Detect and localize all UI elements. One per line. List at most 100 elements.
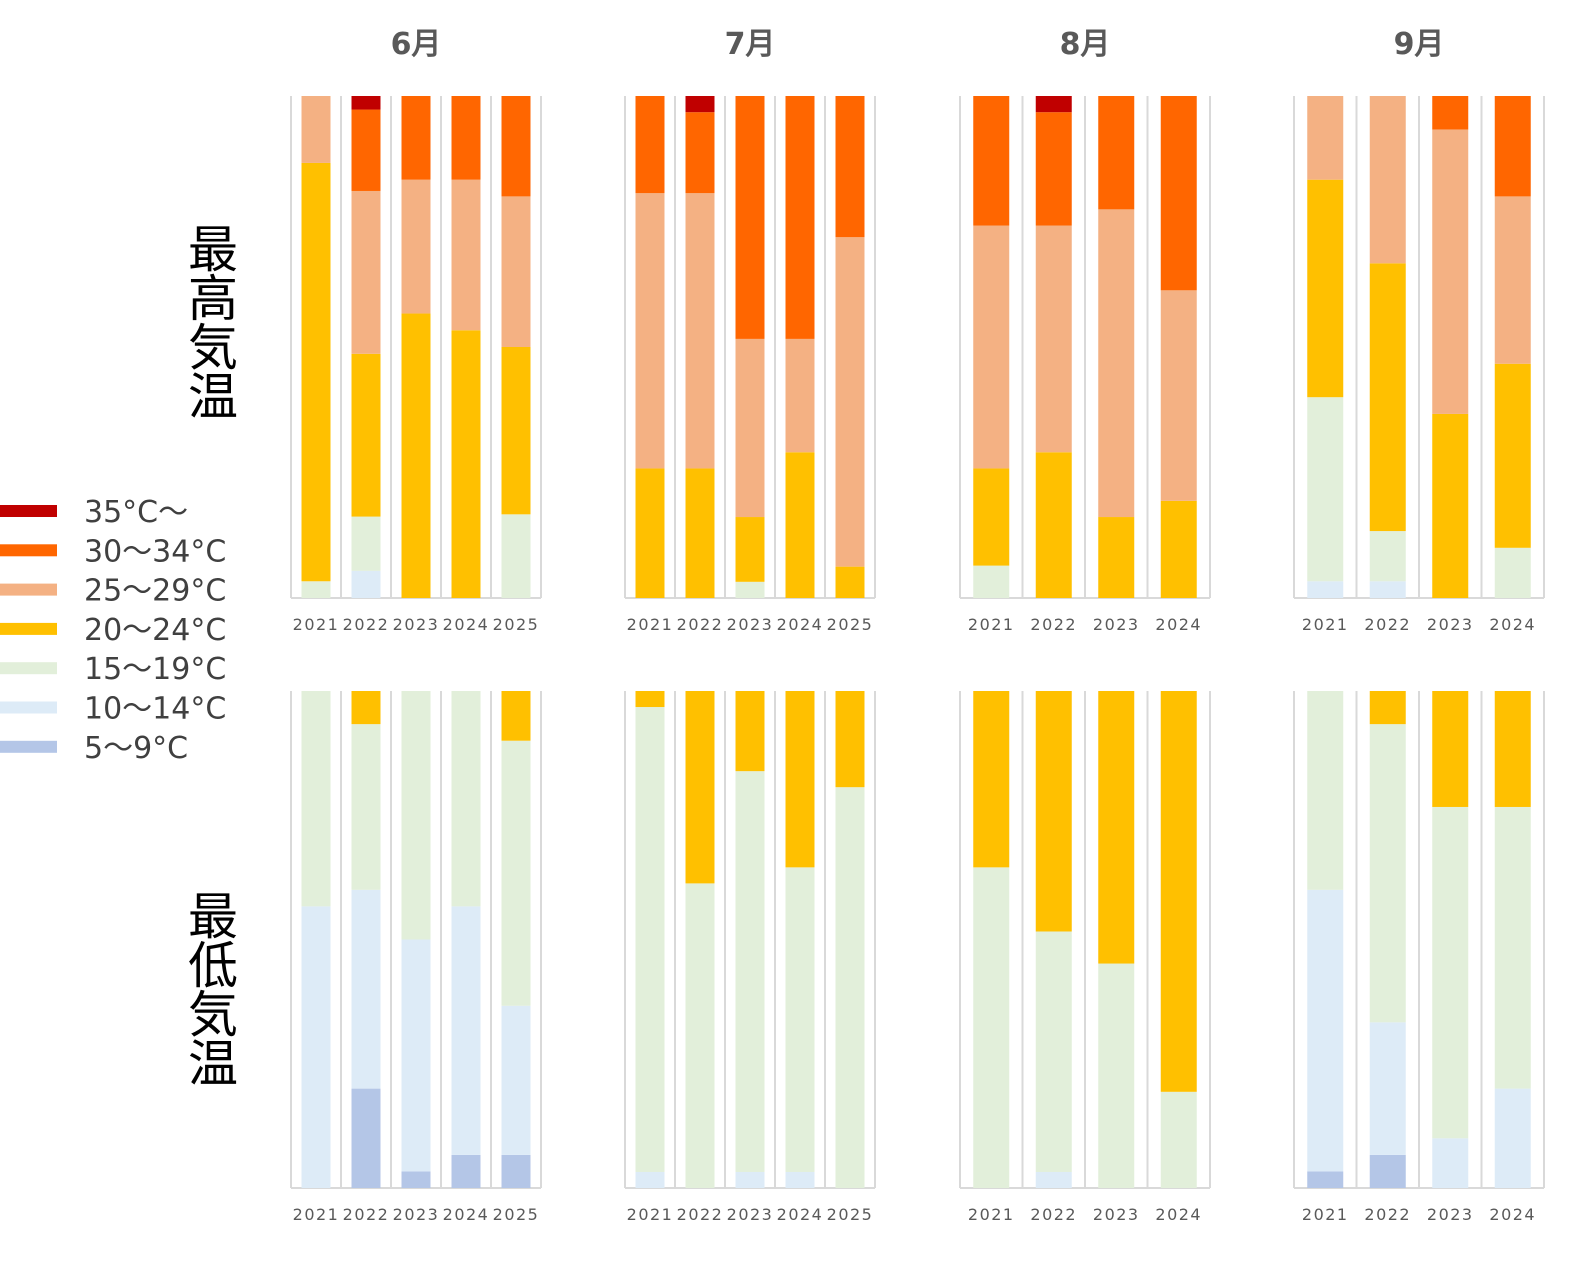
legend-swatch bbox=[0, 544, 57, 557]
bar-segment-2023-3 bbox=[1432, 691, 1469, 807]
bar-segment-2022-5 bbox=[351, 570, 381, 598]
bar-segment-2022-0 bbox=[1035, 96, 1072, 113]
x-tick-label: 2023 bbox=[393, 1205, 440, 1224]
bar-segment-2024-3 bbox=[1160, 500, 1197, 598]
bar-segment-2023-5 bbox=[735, 1171, 765, 1188]
legend-label: 30〜34°C bbox=[84, 534, 226, 569]
bar-segment-2022-3 bbox=[685, 691, 715, 884]
bar-segment-2024-2 bbox=[1160, 290, 1197, 501]
bar-segment-2023-2 bbox=[1432, 129, 1469, 414]
x-tick-label: 2021 bbox=[968, 615, 1015, 634]
x-tick-label: 2023 bbox=[1093, 615, 1140, 634]
bar-segment-2022-4 bbox=[351, 516, 381, 571]
bar-segment-2021-5 bbox=[1307, 581, 1344, 598]
bar-segment-2021-3 bbox=[973, 691, 1010, 868]
bar-segment-2024-2 bbox=[1494, 196, 1531, 364]
bar-segment-2024-3 bbox=[1160, 691, 1197, 1092]
bar-segment-2024-3 bbox=[785, 452, 815, 598]
bar-segment-2024-3 bbox=[1494, 363, 1531, 548]
bar-segment-2021-2 bbox=[973, 225, 1010, 469]
bar-segment-2024-4 bbox=[1160, 1091, 1197, 1188]
legend-label: 25〜29°C bbox=[84, 574, 226, 609]
x-tick-label: 2021 bbox=[627, 615, 674, 634]
bar-segment-2024-1 bbox=[785, 96, 815, 339]
bar-segment-2024-5 bbox=[451, 906, 481, 1155]
bar-segment-2023-1 bbox=[735, 96, 765, 339]
svg-text:最高気温: 最高気温 bbox=[188, 221, 238, 426]
legend-swatch bbox=[0, 701, 57, 714]
legend-swatch bbox=[0, 583, 57, 596]
bar-segment-2022-2 bbox=[1035, 225, 1072, 453]
bar-segment-2023-3 bbox=[735, 691, 765, 772]
bar-segment-2024-4 bbox=[1494, 806, 1531, 1089]
bar-segment-2023-2 bbox=[1098, 209, 1135, 518]
bar-segment-2022-4 bbox=[1035, 931, 1072, 1172]
bar-segment-2021-4 bbox=[973, 565, 1010, 598]
x-tick-label: 2024 bbox=[443, 1205, 490, 1224]
bar-segment-2024-3 bbox=[1494, 691, 1531, 807]
bar-segment-2023-6 bbox=[401, 1171, 431, 1188]
bar-segment-2021-2 bbox=[1307, 96, 1344, 180]
x-tick-label: 2024 bbox=[1155, 1205, 1202, 1224]
bar-segment-2024-5 bbox=[1494, 1088, 1531, 1188]
bar-segment-2025-3 bbox=[835, 691, 865, 788]
svg-text:最低気温: 最低気温 bbox=[188, 888, 238, 1093]
bar-segment-2021-5 bbox=[635, 1171, 665, 1188]
legend-swatch bbox=[0, 505, 57, 517]
bar-segment-2022-5 bbox=[351, 889, 381, 1089]
panel-max-7: 2021 2022 2023 2024 2025 bbox=[624, 96, 876, 634]
bar-segment-2022-1 bbox=[351, 109, 381, 191]
bar-segment-2024-4 bbox=[451, 691, 481, 907]
month-title-9: 9月 bbox=[1394, 27, 1445, 62]
bar-segment-2023-3 bbox=[401, 313, 431, 598]
bar-segment-2021-6 bbox=[1307, 1171, 1344, 1188]
legend-label: 20〜24°C bbox=[84, 613, 226, 648]
month-title-7: 7月 bbox=[725, 27, 776, 62]
bar-segment-2024-1 bbox=[1494, 96, 1531, 197]
panel-min-6: 2021 2022 2023 2024 2025 bbox=[290, 691, 542, 1224]
x-tick-label: 2021 bbox=[968, 1205, 1015, 1224]
bar-segment-2025-5 bbox=[501, 1005, 531, 1155]
bar-segment-2024-2 bbox=[785, 338, 815, 453]
bar-segment-2022-5 bbox=[1035, 1171, 1072, 1188]
bar-segment-2025-4 bbox=[501, 514, 531, 598]
x-tick-label: 2025 bbox=[493, 615, 540, 634]
x-tick-label: 2025 bbox=[827, 615, 874, 634]
bar-segment-2023-4 bbox=[735, 581, 765, 598]
x-tick-label: 2024 bbox=[777, 1205, 824, 1224]
x-tick-label: 2024 bbox=[443, 615, 490, 634]
bar-segment-2023-2 bbox=[401, 179, 431, 314]
x-tick-label: 2021 bbox=[1302, 615, 1349, 634]
x-tick-label: 2021 bbox=[293, 1205, 340, 1224]
bar-segment-2023-4 bbox=[401, 691, 431, 940]
bar-segment-2025-2 bbox=[501, 196, 531, 347]
x-tick-label: 2024 bbox=[1489, 1205, 1536, 1224]
bar-segment-2021-1 bbox=[973, 96, 1010, 226]
bar-segment-2021-3 bbox=[635, 691, 665, 708]
legend-swatch bbox=[0, 740, 57, 753]
bar-segment-2021-4 bbox=[301, 691, 331, 907]
bar-segment-2021-2 bbox=[301, 96, 331, 163]
bar-segment-2024-5 bbox=[785, 1171, 815, 1188]
month-title-8: 8月 bbox=[1060, 27, 1111, 62]
panel-max-8: 2021 2022 2023 2024 bbox=[959, 96, 1211, 634]
bar-segment-2024-2 bbox=[451, 179, 481, 331]
bar-segment-2023-3 bbox=[1098, 517, 1135, 598]
bar-segment-2022-4 bbox=[351, 724, 381, 890]
bar-segment-2023-3 bbox=[1098, 691, 1135, 964]
bar-segment-2024-4 bbox=[1494, 547, 1531, 598]
legend: 35°C〜 30〜34°C 25〜29°C 20〜24°C 15〜19°C 10〜14°C… bbox=[0, 495, 226, 766]
bar-segment-2025-4 bbox=[835, 787, 865, 1188]
bar-segment-2022-3 bbox=[1035, 691, 1072, 932]
bar-segment-2025-2 bbox=[835, 237, 865, 567]
x-tick-label: 2022 bbox=[1030, 615, 1077, 634]
bar-segment-2022-2 bbox=[351, 190, 381, 354]
x-tick-label: 2021 bbox=[627, 1205, 674, 1224]
legend-swatch bbox=[0, 622, 57, 635]
row-label-max: 最高気温 bbox=[188, 221, 238, 426]
bar-segment-2023-3 bbox=[1432, 413, 1469, 598]
bar-segment-2023-4 bbox=[735, 771, 765, 1172]
bar-segment-2025-1 bbox=[501, 96, 531, 197]
bar-segment-2021-5 bbox=[1307, 889, 1344, 1172]
